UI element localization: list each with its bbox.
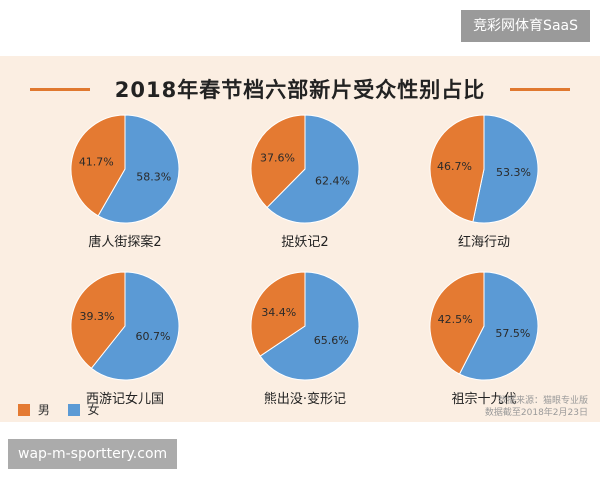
pie-title: 唐人街探案2 (88, 235, 162, 250)
title-rule-left (30, 88, 90, 91)
source-date-line: 数据截至2018年2月23日 (484, 408, 588, 418)
pie-slice-female (472, 114, 539, 224)
url-badge: wap-m-sporttery.com (8, 439, 178, 469)
chart-title: 2018年春节档六部新片受众性别占比 (114, 78, 486, 102)
pie-title: 捉妖记2 (281, 235, 329, 250)
pie-chart: 62.4% 37.6% (250, 114, 360, 224)
pie-slice-female (97, 114, 180, 224)
title-row: 2018年春节档六部新片受众性别占比 (0, 70, 600, 106)
data-label-female: 62.4% (315, 174, 350, 187)
data-label-male: 41.7% (79, 155, 114, 168)
pie-slice-female (259, 271, 360, 381)
data-label-female: 58.3% (136, 171, 171, 184)
data-label-female: 65.6% (314, 334, 349, 347)
legend-item-female: 女 (67, 401, 100, 418)
brand-badge: 竞彩网体育SaaS (461, 10, 590, 42)
pie-chart: 60.7% 39.3% (70, 271, 180, 381)
pie-chart: 65.6% 34.4% (250, 271, 360, 381)
pie-slice-male (250, 114, 306, 209)
pie-slice-female (458, 271, 539, 381)
pie-chart: 57.5% 42.5% (429, 271, 539, 381)
data-label-female: 53.3% (496, 166, 531, 179)
data-label-female: 60.7% (136, 330, 171, 343)
pie-slice-male (429, 114, 485, 223)
pie-chart: 53.3% 46.7% (429, 114, 539, 224)
legend: 男 女 (18, 401, 114, 418)
pie-slice-male (250, 271, 306, 357)
data-label-male: 37.6% (260, 152, 295, 165)
pie-title: 熊出没·变形记 (263, 392, 347, 407)
data-label-male: 42.5% (438, 313, 473, 326)
chart-panel: 2018年春节档六部新片受众性别占比 58.3% 41.7% 唐人街探案2 62.4%… (0, 56, 600, 422)
pie-slice-female (90, 271, 180, 381)
data-label-male: 34.4% (261, 306, 296, 319)
source-note: 数据来源：猫眼专业版 数据截至2018年2月23日 (485, 395, 588, 419)
legend-swatch-male (18, 404, 30, 416)
pie-slice-male (70, 271, 126, 369)
pie-slice-male (70, 114, 126, 217)
legend-label-male: 男 (37, 403, 50, 417)
pie-chart: 58.3% 41.7% (70, 114, 180, 224)
pie-slice-female (266, 114, 360, 224)
source-line: 数据来源：猫眼专业版 (497, 396, 588, 406)
legend-label-female: 女 (87, 403, 100, 417)
data-label-male: 46.7% (437, 160, 472, 173)
pie-title: 红海行动 (457, 235, 510, 250)
pie-title: 西游记女儿国 (85, 392, 164, 407)
pie-title: 祖宗十九代 (451, 392, 517, 407)
data-label-female: 57.5% (495, 327, 530, 340)
legend-swatch-female (67, 404, 80, 416)
data-label-male: 39.3% (80, 310, 115, 323)
legend-item-male: 男 (18, 401, 50, 418)
title-rule-right (510, 88, 570, 91)
pie-slice-male (429, 271, 485, 375)
